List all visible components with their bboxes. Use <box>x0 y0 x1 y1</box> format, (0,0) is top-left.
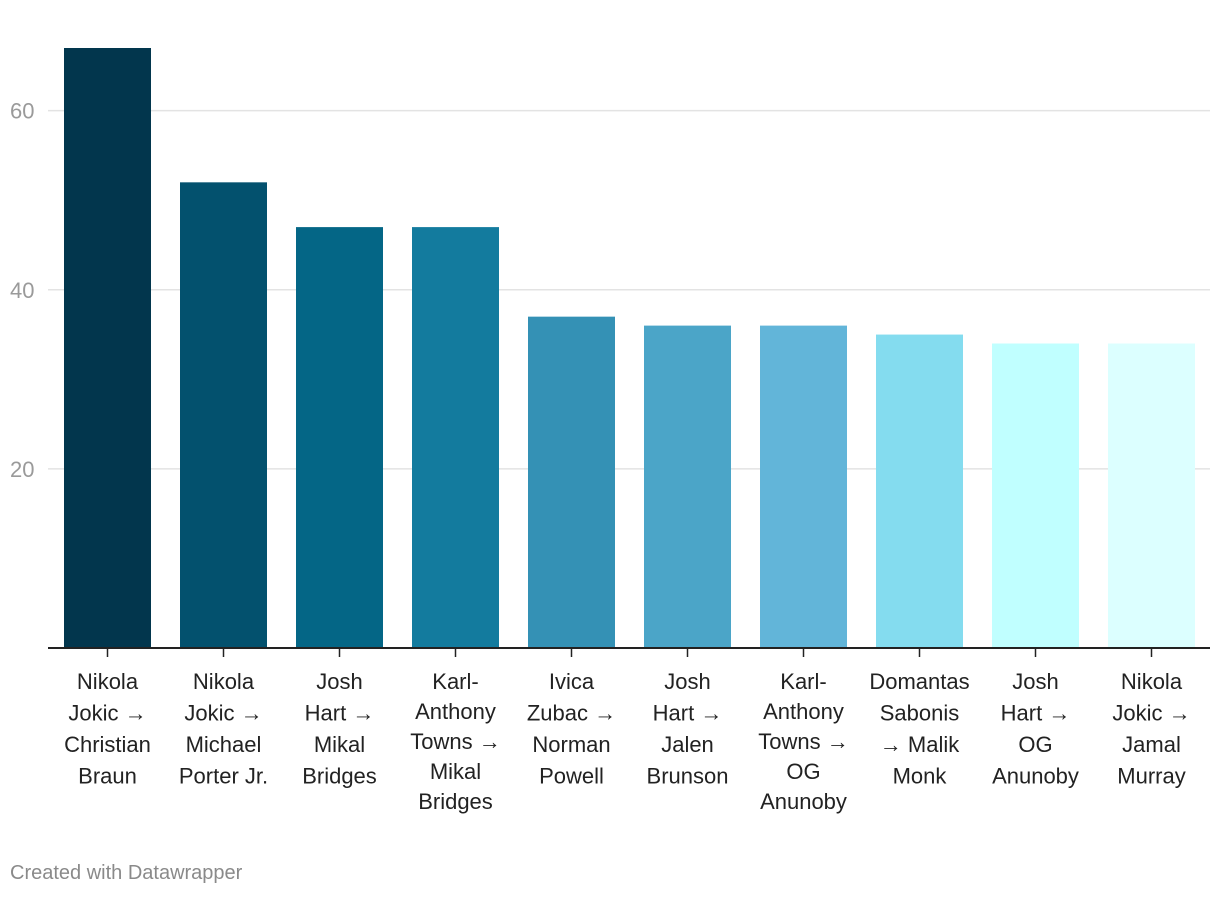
x-axis-ticks <box>106 648 1153 657</box>
y-tick-label: 20 <box>10 457 34 482</box>
bar-3 <box>296 227 383 648</box>
x-tick-label: Karl-Anthony Towns → Mikal Bridges <box>410 669 500 814</box>
bar-5 <box>528 316 615 648</box>
bar-1 <box>64 48 151 648</box>
y-tick-label: 40 <box>10 278 34 303</box>
bars <box>64 48 1195 648</box>
x-tick-label: Nikola Jokic → Jamal Murray <box>1112 669 1190 789</box>
bar-6 <box>644 325 731 648</box>
bar-4 <box>412 227 499 648</box>
bar-9 <box>992 343 1079 648</box>
x-tick-label: Nikola Jokic → Michael Porter Jr. <box>179 669 268 789</box>
y-axis-ticks: 20 40 60 <box>10 99 34 482</box>
x-axis-labels: Nikola Jokic → Christian Braun Nikola Jokic →… <box>64 669 1191 814</box>
x-tick-label: Karl-Anthony Towns → OG Anunoby <box>758 669 848 814</box>
x-tick-label: Josh Hart → Jalen Brunson <box>647 669 729 789</box>
datawrapper-credit: Created with Datawrapper <box>10 862 243 884</box>
bar-2 <box>180 182 267 648</box>
x-tick-label: Josh Hart → Mikal Bridges <box>302 669 377 789</box>
bar-7 <box>760 325 847 648</box>
x-tick-label: Nikola Jokic → Christian Braun <box>64 669 151 789</box>
bar-10 <box>1108 343 1195 648</box>
x-tick-label: Josh Hart → OG Anunoby <box>992 669 1079 789</box>
x-tick-label: Ivica Zubac → Norman Powell <box>527 669 616 789</box>
bar-8 <box>876 334 963 648</box>
x-tick-label: Domantas Sabonis → Malik Monk <box>869 669 969 789</box>
y-tick-label: 60 <box>10 99 34 124</box>
